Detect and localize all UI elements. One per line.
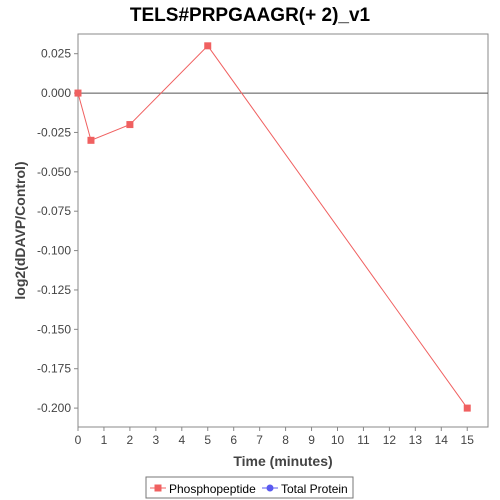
x-tick-label: 0 [75, 433, 82, 447]
data-point-phosphopeptide [204, 42, 212, 50]
x-tick-label: 15 [461, 433, 475, 447]
y-tick-label: -0.125 [37, 283, 71, 297]
y-tick-label: 0.025 [41, 47, 71, 61]
y-axis: 0.025 0.000 -0.025 -0.050 -0.075 -0.100 -0.125… [37, 47, 78, 415]
x-tick-label: 11 [357, 433, 370, 447]
y-tick-label: -0.175 [37, 362, 71, 376]
x-tick-label: 7 [256, 433, 263, 447]
x-tick-label: 2 [127, 433, 134, 447]
x-tick-label: 5 [204, 433, 211, 447]
legend-marker-phosphopeptide [154, 484, 162, 492]
y-tick-label: -0.075 [37, 204, 71, 218]
x-tick-label: 13 [409, 433, 423, 447]
y-tick-label: -0.025 [37, 125, 71, 139]
data-point-phosphopeptide [126, 121, 134, 129]
x-tick-label: 8 [282, 433, 289, 447]
x-tick-label: 6 [230, 433, 237, 447]
x-axis: 0 1 2 3 4 5 6 7 8 9 10 11 12 13 14 15 [75, 427, 475, 447]
x-tick-label: 10 [331, 433, 345, 447]
chart-title: TELS#PRPGAAGR(+ 2)_v1 [130, 5, 371, 26]
data-point-phosphopeptide [74, 89, 82, 97]
plot-area [77, 33, 489, 428]
legend-label-phosphopeptide: Phosphopeptide [169, 482, 256, 496]
y-tick-label: -0.100 [37, 244, 71, 258]
x-tick-label: 9 [308, 433, 315, 447]
y-tick-label: -0.200 [37, 401, 71, 415]
y-tick-label: -0.150 [37, 322, 71, 336]
x-tick-label: 14 [435, 433, 449, 447]
data-point-phosphopeptide [463, 404, 471, 412]
x-tick-label: 12 [383, 433, 397, 447]
legend: Phosphopeptide Total Protein [145, 476, 354, 499]
x-tick-label: 4 [178, 433, 185, 447]
x-tick-label: 1 [101, 433, 108, 447]
x-tick-label: 3 [153, 433, 160, 447]
x-axis-label: Time (minutes) [233, 453, 332, 469]
y-tick-label: 0.000 [41, 86, 71, 100]
y-tick-label: -0.050 [37, 165, 71, 179]
legend-label-total-protein: Total Protein [281, 482, 348, 496]
legend-marker-total-protein [266, 484, 274, 492]
y-axis-label: log2(dDAVP/Control) [12, 161, 28, 299]
legend-box [145, 476, 354, 499]
data-point-phosphopeptide [87, 136, 95, 144]
series-layer [74, 42, 471, 412]
